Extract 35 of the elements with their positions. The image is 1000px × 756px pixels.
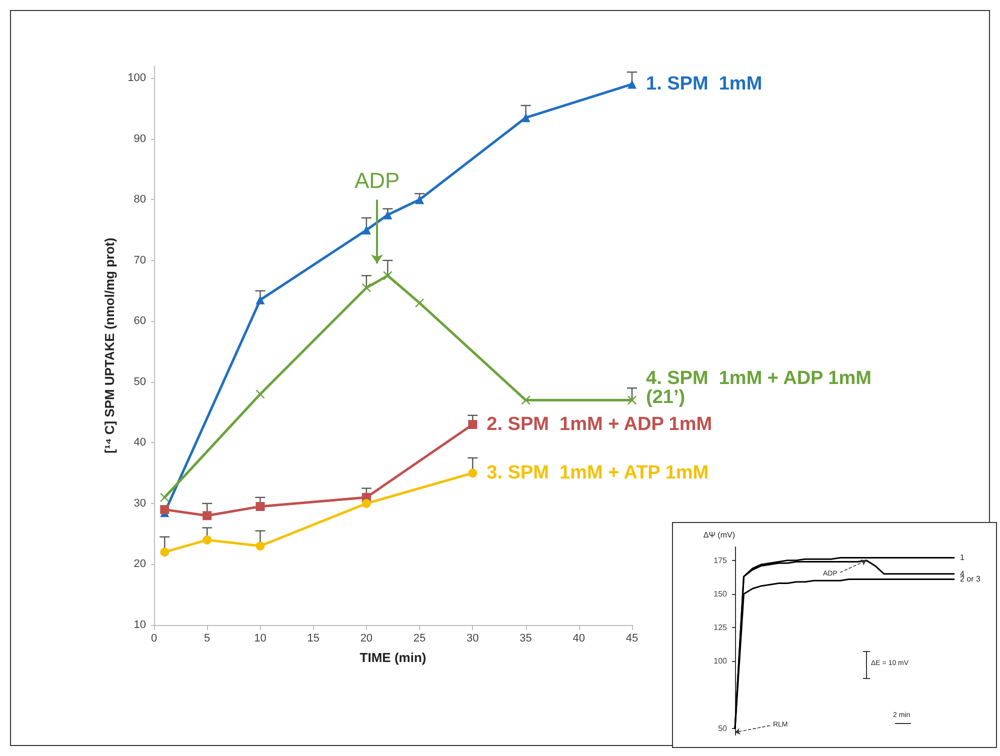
y-tick-label: 60 [134,315,146,328]
x-tick-label: 25 [413,632,426,644]
y-tick-label: 100 [128,72,146,84]
series-label: 1. SPM 1mM [646,74,762,95]
x-tick-label: 40 [572,632,586,644]
x-axis-title: TIME (min) [360,650,426,665]
series-label: 2 or 3 [960,574,982,584]
y-tick-label: 10 [134,619,146,631]
y-tick-label: 30 [134,497,146,510]
x-tick-label: 0 [150,632,158,644]
annotation: ADP [354,168,400,194]
y-tick-label: 150 [714,590,728,598]
y-tick-label: 125 [714,623,728,632]
y-tick-label: 175 [714,556,728,565]
y-axis-title: [¹⁴ C] SPM UPTAKE (nmol/mg prot) [102,238,117,454]
x-tick-label: 30 [466,632,479,644]
y-tick-label: 40 [134,436,146,449]
x-tick-label: 35 [520,632,532,644]
y-tick-label: 50 [134,376,146,388]
y-axis-title: ΔΨ (mV) [703,530,736,540]
x-tick-label: 15 [307,632,320,644]
y-tick-label: 80 [134,194,146,206]
x-tick-label: 5 [204,632,210,644]
y-tick-label: 70 [134,254,146,266]
x-tick-label: 10 [254,632,266,644]
series-label: 3. SPM 1mM + ATP 1mM [486,462,709,484]
series-label: 4. SPM 1mM + ADP 1mM (21’) [646,368,877,408]
y-tick-label: 20 [134,558,146,570]
series-label: 1 [960,553,965,562]
y-tick-label: 50 [718,724,728,733]
x-tick-label: 45 [626,632,638,644]
x-tick-label: 20 [360,632,373,644]
y-tick-label: 100 [714,656,728,666]
y-tick-label: 90 [134,132,146,145]
series-label: 2. SPM 1mM + ADP 1mM [486,414,712,435]
